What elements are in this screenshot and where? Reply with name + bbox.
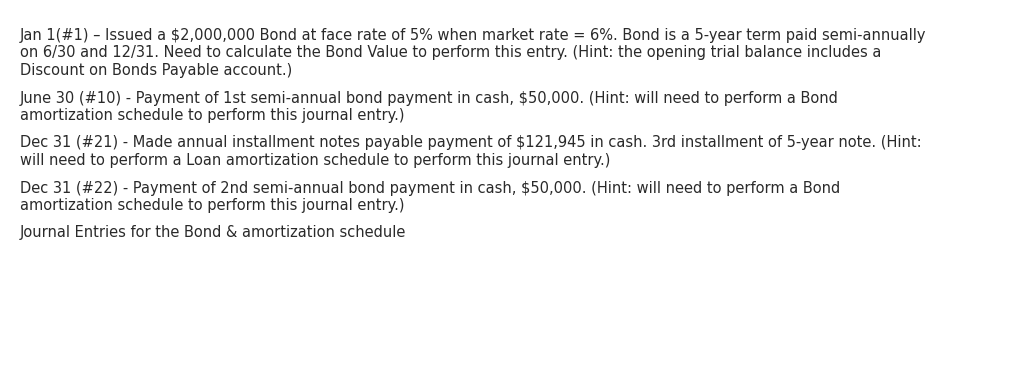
Text: Discount on Bonds Payable account.): Discount on Bonds Payable account.) <box>20 63 293 78</box>
Text: Dec 31 (#22) - Payment of 2nd semi-annual bond payment in cash, $50,000. (Hint: : Dec 31 (#22) - Payment of 2nd semi-annua… <box>20 181 840 196</box>
Text: June 30 (#10) - Payment of 1st semi-annual bond payment in cash, $50,000. (Hint:: June 30 (#10) - Payment of 1st semi-annu… <box>20 91 838 105</box>
Text: amortization schedule to perform this journal entry.): amortization schedule to perform this jo… <box>20 198 405 213</box>
Text: Journal Entries for the Bond & amortization schedule: Journal Entries for the Bond & amortizat… <box>20 226 407 240</box>
Text: amortization schedule to perform this journal entry.): amortization schedule to perform this jo… <box>20 108 405 123</box>
Text: on 6/30 and 12/31. Need to calculate the Bond Value to perform this entry. (Hint: on 6/30 and 12/31. Need to calculate the… <box>20 46 882 60</box>
Text: Jan 1(#1) – Issued a $2,000,000 Bond at face rate of 5% when market rate = 6%. B: Jan 1(#1) – Issued a $2,000,000 Bond at … <box>20 28 927 43</box>
Text: will need to perform a Loan amortization schedule to perform this journal entry.: will need to perform a Loan amortization… <box>20 153 611 168</box>
Text: Dec 31 (#21) - Made annual installment notes payable payment of $121,945 in cash: Dec 31 (#21) - Made annual installment n… <box>20 135 922 151</box>
